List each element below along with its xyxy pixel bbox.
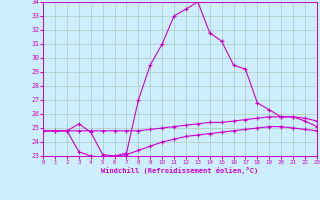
X-axis label: Windchill (Refroidissement éolien,°C): Windchill (Refroidissement éolien,°C) <box>101 167 259 174</box>
